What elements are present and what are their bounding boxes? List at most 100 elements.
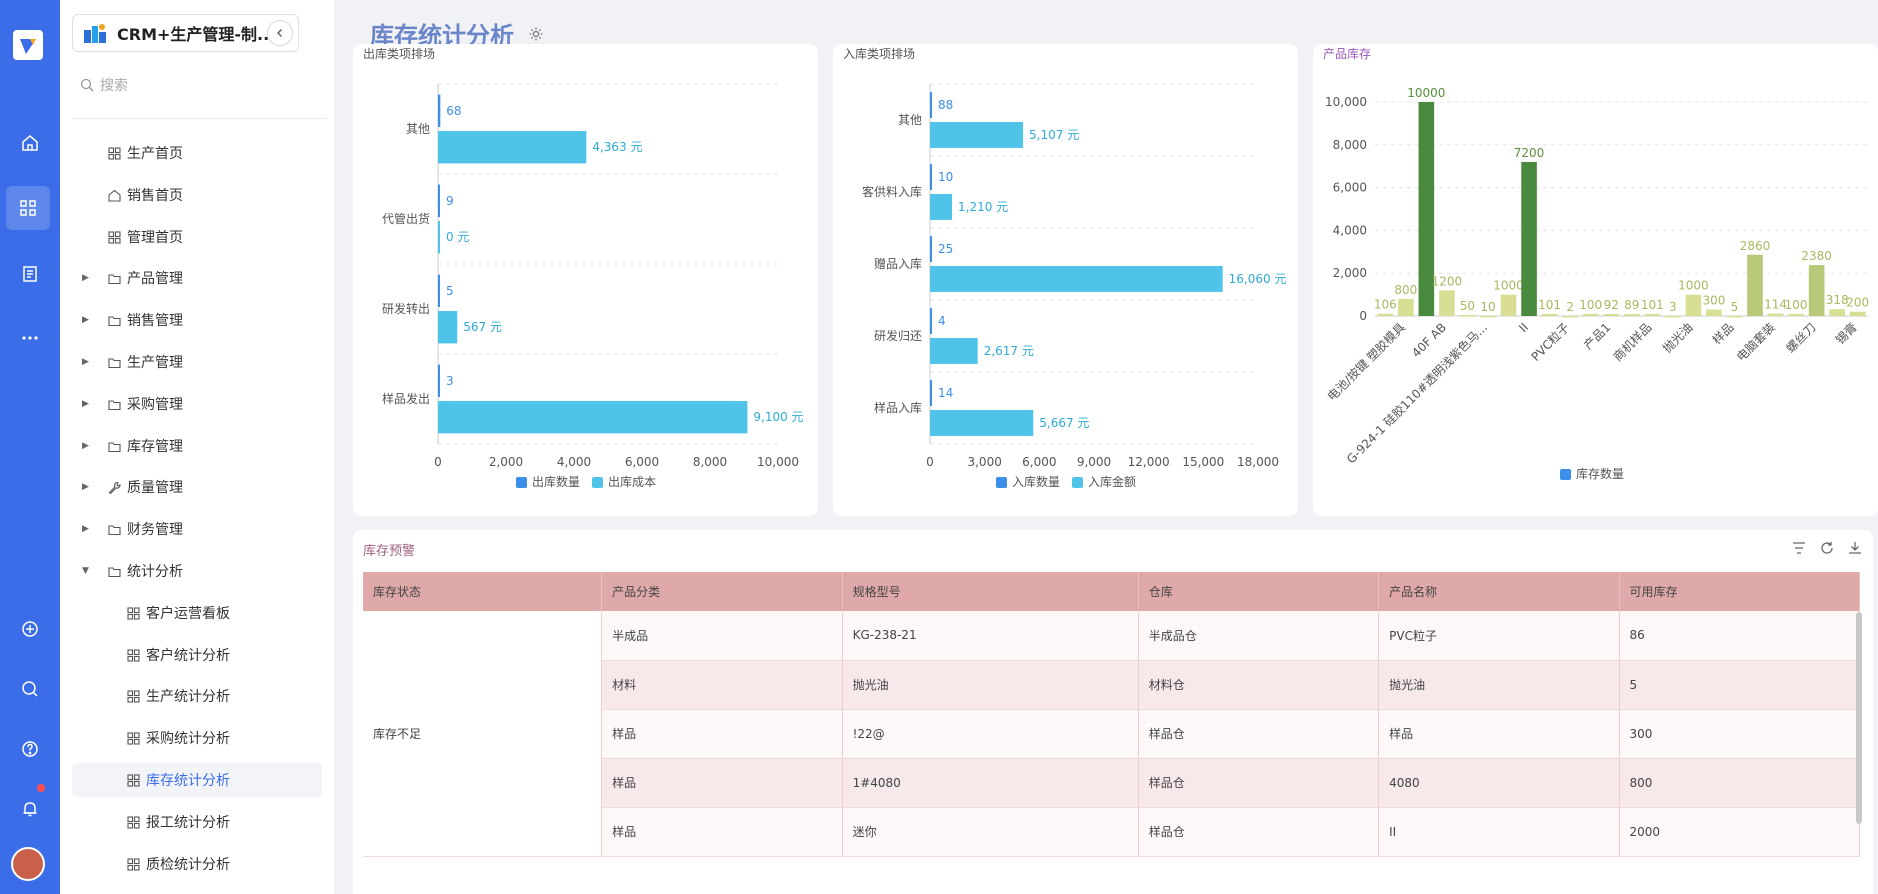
data-label-count: 9 <box>446 194 454 208</box>
stock-bar-label: 2 <box>1566 300 1574 314</box>
search-icon[interactable] <box>15 674 45 704</box>
sidebar-item[interactable]: 报工统计分析 <box>72 805 322 839</box>
x-tick-label: 6,000 <box>625 455 659 469</box>
y-tick-label: 研发转出 <box>382 301 430 316</box>
sidebar-item[interactable]: 客户统计分析 <box>72 638 322 672</box>
sidebar-item[interactable]: 管理首页 <box>72 220 322 254</box>
table-toolbar <box>1791 540 1863 556</box>
stock-bar-label: 800 <box>1394 283 1417 297</box>
stock-bar-label: 2380 <box>1801 249 1832 263</box>
x-tick-label: 40F AB <box>1409 320 1449 360</box>
grid-icon <box>126 648 140 662</box>
data-label-amount: 5,667 元 <box>1039 416 1089 430</box>
stock-bar-label: 101 <box>1641 298 1664 312</box>
table-scrollbar[interactable] <box>1856 612 1862 824</box>
stock-bar-label: 3 <box>1669 300 1677 314</box>
sidebar-item[interactable]: 销售首页 <box>72 178 322 212</box>
table-row[interactable]: 样品 迷你 样品仓 II 2000 <box>363 807 1861 857</box>
y-tick-label: 6,000 <box>1333 181 1367 195</box>
legend-label: 出库数量 <box>532 474 580 489</box>
sidebar-item[interactable]: 生产首页 <box>72 136 322 170</box>
icon-rail <box>0 0 60 894</box>
collapse-sidebar-button[interactable] <box>267 20 293 46</box>
column-header[interactable]: 可用库存 <box>1619 572 1861 611</box>
home-icon[interactable] <box>15 128 45 158</box>
table-cell: 材料 <box>601 660 843 710</box>
stock-bar-label: 106 <box>1374 298 1397 312</box>
x-tick-label: 9,000 <box>1077 455 1111 469</box>
sidebar-item[interactable]: ▶ 销售管理 <box>72 303 322 337</box>
sidebar-item[interactable]: 库存统计分析 <box>72 763 322 797</box>
x-tick-label: 0 <box>926 455 934 469</box>
filter-columns-icon[interactable] <box>1791 540 1807 556</box>
refresh-icon[interactable] <box>1819 540 1835 556</box>
x-tick-label: 15,000 <box>1182 455 1224 469</box>
app-switcher[interactable]: CRM+生产管理-制... <box>72 14 299 52</box>
sidebar-item[interactable]: 采购统计分析 <box>72 721 322 755</box>
stock-bar-label: 50 <box>1460 299 1475 313</box>
column-header[interactable]: 产品分类 <box>601 572 843 611</box>
add-circle-icon[interactable] <box>15 614 45 644</box>
x-tick-label: 10,000 <box>757 455 799 469</box>
y-tick-label: 2,000 <box>1333 266 1367 280</box>
sidebar-item-label: 采购管理 <box>127 397 183 413</box>
legend-swatch <box>516 477 527 488</box>
stock-bar-label: 300 <box>1702 294 1725 308</box>
more-icon[interactable] <box>15 323 45 353</box>
document-icon[interactable] <box>15 259 45 289</box>
sidebar-item[interactable]: 生产统计分析 <box>72 679 322 713</box>
sidebar-item[interactable]: ▶基础设置 <box>72 888 322 894</box>
search-input[interactable]: 搜索 <box>80 75 128 95</box>
stock-bar <box>1439 290 1455 316</box>
stock-bar <box>1808 265 1825 316</box>
help-icon[interactable] <box>15 734 45 764</box>
stock-bar-label: 200 <box>1846 296 1869 310</box>
apps-grid-icon[interactable] <box>6 186 50 230</box>
table-row[interactable]: 样品 1#4080 样品仓 4080 800 <box>363 758 1861 808</box>
bar-count <box>930 164 932 190</box>
sidebar-item[interactable]: ▶ 库存管理 <box>72 429 322 463</box>
sidebar-item[interactable]: ▶ 质量管理 <box>72 470 322 504</box>
folder-icon <box>107 397 121 411</box>
bar-amount <box>438 311 458 344</box>
sidebar-item[interactable]: ▶ 产品管理 <box>72 261 322 295</box>
grid-icon <box>126 731 140 745</box>
data-label-amount: 1,210 元 <box>958 200 1008 214</box>
sidebar-item[interactable]: ▼ 统计分析 <box>72 554 322 588</box>
avatar[interactable] <box>11 847 45 881</box>
gear-icon[interactable] <box>528 26 544 42</box>
x-tick-label: 锡膏 <box>1832 320 1860 348</box>
y-tick-label: 0 <box>1359 309 1367 323</box>
table-cell: 样品 <box>1378 709 1620 759</box>
column-header[interactable]: 产品名称 <box>1378 572 1620 611</box>
app-logo-icon[interactable] <box>13 30 43 60</box>
column-header[interactable]: 库存状态 <box>363 572 603 611</box>
column-header[interactable]: 仓库 <box>1138 572 1380 611</box>
stock-bar <box>1829 309 1845 316</box>
table-row[interactable]: 库存不足 半成品 KG-238-21 半成品仓 PVC粒子 86 <box>363 611 1861 857</box>
search-placeholder: 搜索 <box>100 78 128 94</box>
stock-bar-label: 10 <box>1480 300 1495 314</box>
x-tick-label: 0 <box>434 455 442 469</box>
bar-amount <box>438 401 748 434</box>
table-row[interactable]: 样品 !22@ 样品仓 样品 300 <box>363 709 1861 759</box>
stock-bar <box>1685 294 1702 316</box>
table-row[interactable]: 材料 抛光油 材料仓 抛光油 5 <box>363 660 1861 710</box>
sidebar-item[interactable]: ▶ 生产管理 <box>72 345 322 379</box>
data-label-count: 68 <box>446 104 461 118</box>
sidebar-item[interactable]: 客户运营看板 <box>72 596 322 630</box>
sidebar-item[interactable]: ▶ 财务管理 <box>72 512 322 546</box>
table-cell: II <box>1378 807 1620 857</box>
table-cell: 1#4080 <box>842 758 1139 808</box>
table-cell: 抛光油 <box>842 660 1139 710</box>
download-icon[interactable] <box>1847 540 1863 556</box>
sidebar-item[interactable]: 质检统计分析 <box>72 847 322 881</box>
column-header[interactable]: 规格型号 <box>842 572 1139 611</box>
bell-icon[interactable] <box>15 794 45 824</box>
y-tick-label: 样品发出 <box>382 391 430 406</box>
x-tick-label: 电脑套装 <box>1734 320 1778 364</box>
stock-bar <box>1726 315 1743 318</box>
sidebar-item[interactable]: ▶ 采购管理 <box>72 387 322 421</box>
data-label-count: 5 <box>446 284 454 298</box>
caret-right-icon: ▶ <box>82 441 89 451</box>
